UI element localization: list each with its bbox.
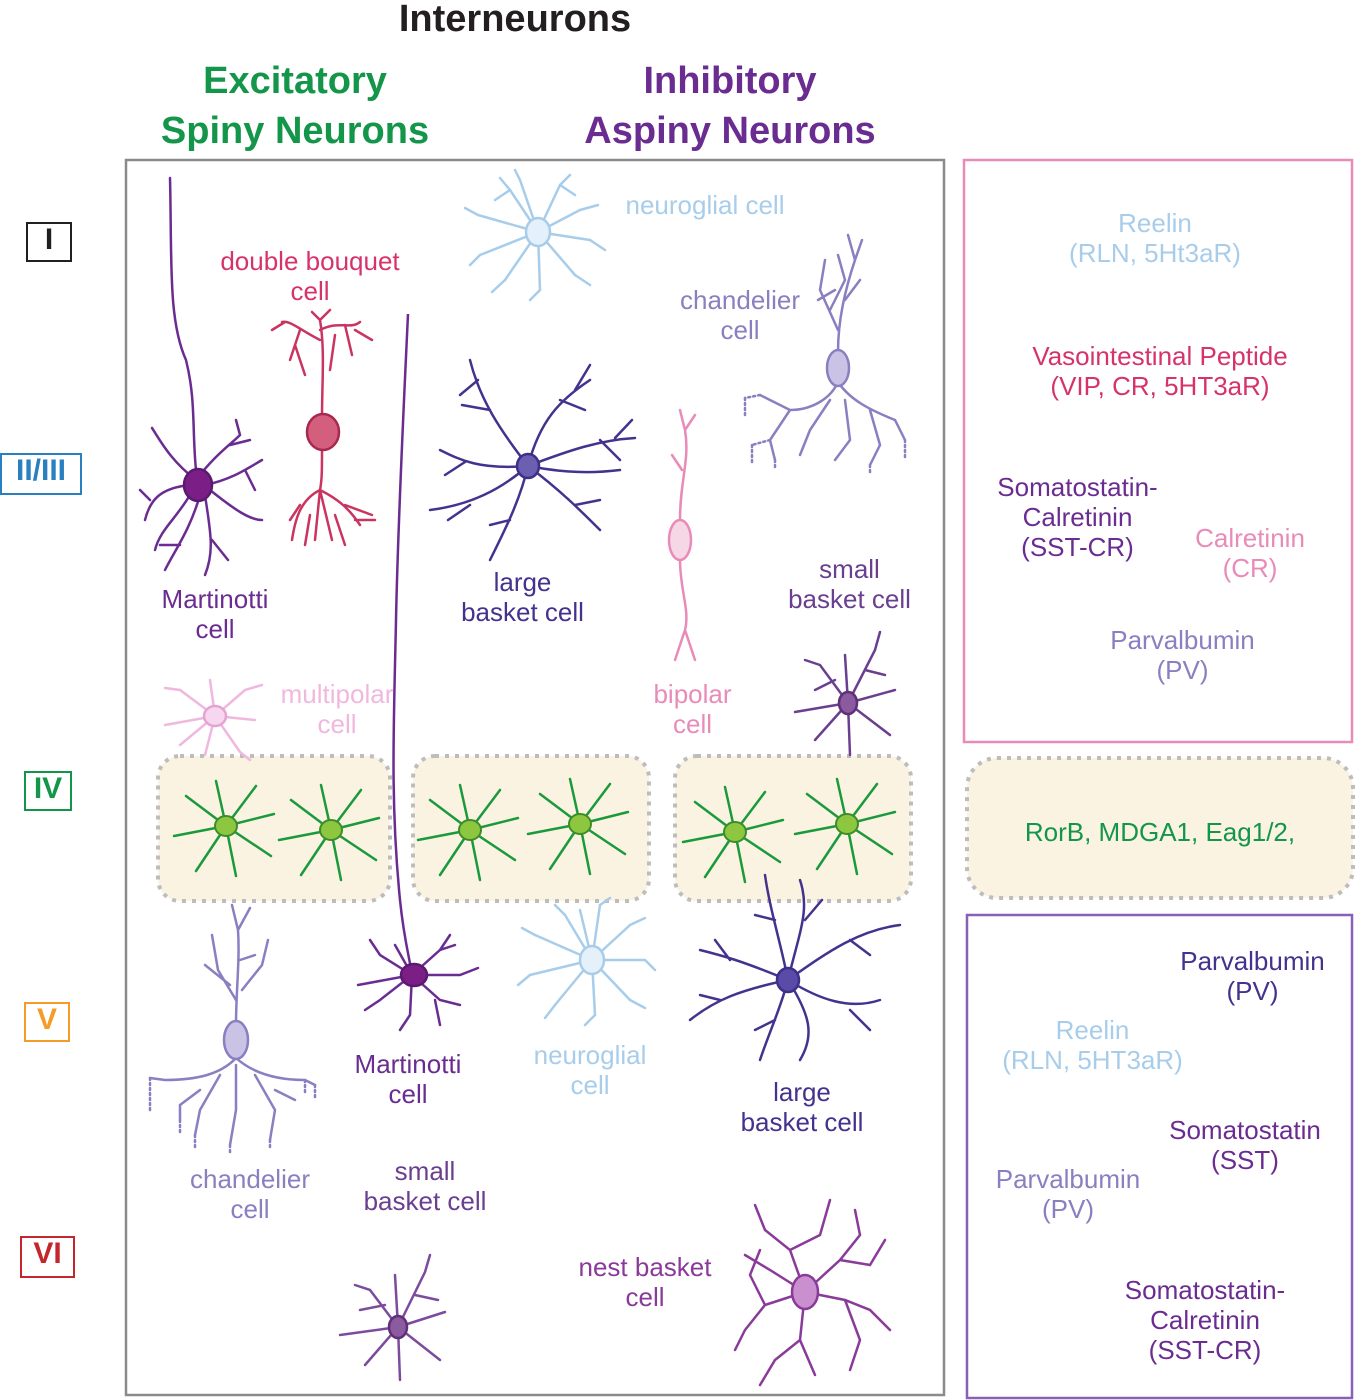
marker-layer-iv: RorB, MDGA1, Eag1/2,	[1024, 817, 1296, 847]
layer-label-v: V	[24, 1002, 70, 1042]
header-excitatory: Excitatory Spiny Neurons	[160, 60, 430, 152]
nest-basket-cell-drawing	[733, 1198, 892, 1387]
marker-reelin-upper: Reelin (RLN, 5Ht3aR)	[1069, 208, 1241, 268]
label-multipolar: multipolar cell	[280, 679, 394, 739]
martinotti-cell-lower-drawing	[356, 933, 480, 1032]
layer-iv-region-1	[156, 754, 392, 903]
layer-label-vi: VI	[20, 1236, 75, 1278]
marker-calretinin: Calretinin (CR)	[1195, 523, 1305, 583]
marker-box-lower	[965, 913, 1354, 1400]
label-large-basket-lower: large basket cell	[740, 1077, 864, 1137]
layer-label-ii-iii: II/III	[0, 453, 82, 495]
chandelier-cell-upper-drawing	[743, 233, 907, 477]
marker-sst-cr-upper: Somatostatin- Calretinin (SST-CR)	[997, 472, 1158, 562]
label-double-bouquet: double bouquet cell	[220, 246, 400, 306]
spiny-stellate-cells-drawing	[172, 777, 897, 884]
label-chandelier-lower: chandelier cell	[190, 1164, 310, 1224]
marker-pv-lower-bottom: Parvalbumin (PV)	[995, 1164, 1141, 1224]
marker-vip: Vasointestinal Peptide (VIP, CR, 5HT3aR)	[1032, 341, 1288, 401]
label-neuroglial-lower: neuroglial cell	[533, 1040, 647, 1100]
layer-iv-region-3	[673, 754, 913, 903]
neuroglial-cell-upper-drawing	[463, 168, 607, 302]
label-bipolar: bipolar cell	[653, 679, 732, 739]
label-small-basket-upper: small basket cell	[788, 554, 911, 614]
long-axon-drawing	[392, 313, 414, 976]
multipolar-cell-drawing	[163, 678, 264, 762]
large-basket-cell-lower-drawing	[688, 873, 902, 1062]
small-basket-cell-lower-drawing	[338, 1253, 447, 1382]
label-small-basket-lower: small basket cell	[363, 1156, 487, 1216]
martinotti-cell-upper-drawing	[138, 176, 264, 577]
marker-reelin-lower: Reelin (RLN, 5HT3aR)	[1002, 1015, 1183, 1075]
marker-sst-lower: Somatostatin (SST)	[1169, 1115, 1321, 1175]
marker-sst-cr-lower: Somatostatin- Calretinin (SST-CR)	[1124, 1275, 1286, 1365]
neuroglial-cell-lower-drawing	[516, 896, 657, 1027]
large-basket-cell-upper-drawing	[428, 358, 637, 562]
layer-iv-region-2	[411, 754, 651, 903]
marker-box-upper	[962, 158, 1354, 744]
label-martinotti-lower: Martinotti cell	[354, 1049, 462, 1109]
label-chandelier-upper: chandelier cell	[680, 285, 800, 345]
label-nest-basket: nest basket cell	[578, 1252, 712, 1312]
layer-label-i: I	[26, 222, 72, 262]
bipolar-cell-drawing	[667, 408, 697, 662]
spiny-stellate-somas	[214, 813, 859, 843]
chandelier-cell-lower-drawing	[148, 903, 317, 1157]
label-neuroglial-upper: neuroglial cell	[625, 190, 785, 220]
header-inhibitory: Inhibitory Aspiny Neurons	[584, 60, 876, 152]
label-martinotti-upper: Martinotti cell	[161, 584, 269, 644]
double-bouquet-cell-drawing	[270, 308, 377, 547]
label-large-basket-upper: large basket cell	[461, 567, 584, 627]
page-title: Interneurons	[398, 0, 632, 40]
marker-box-layer-iv	[965, 756, 1355, 900]
main-frame	[124, 158, 946, 1397]
marker-pv-upper: Parvalbumin (PV)	[1110, 625, 1255, 685]
layer-label-iv: IV	[24, 771, 72, 811]
small-basket-cell-upper-drawing	[793, 630, 897, 757]
marker-pv-lower-top: Parvalbumin (PV)	[1180, 946, 1325, 1006]
